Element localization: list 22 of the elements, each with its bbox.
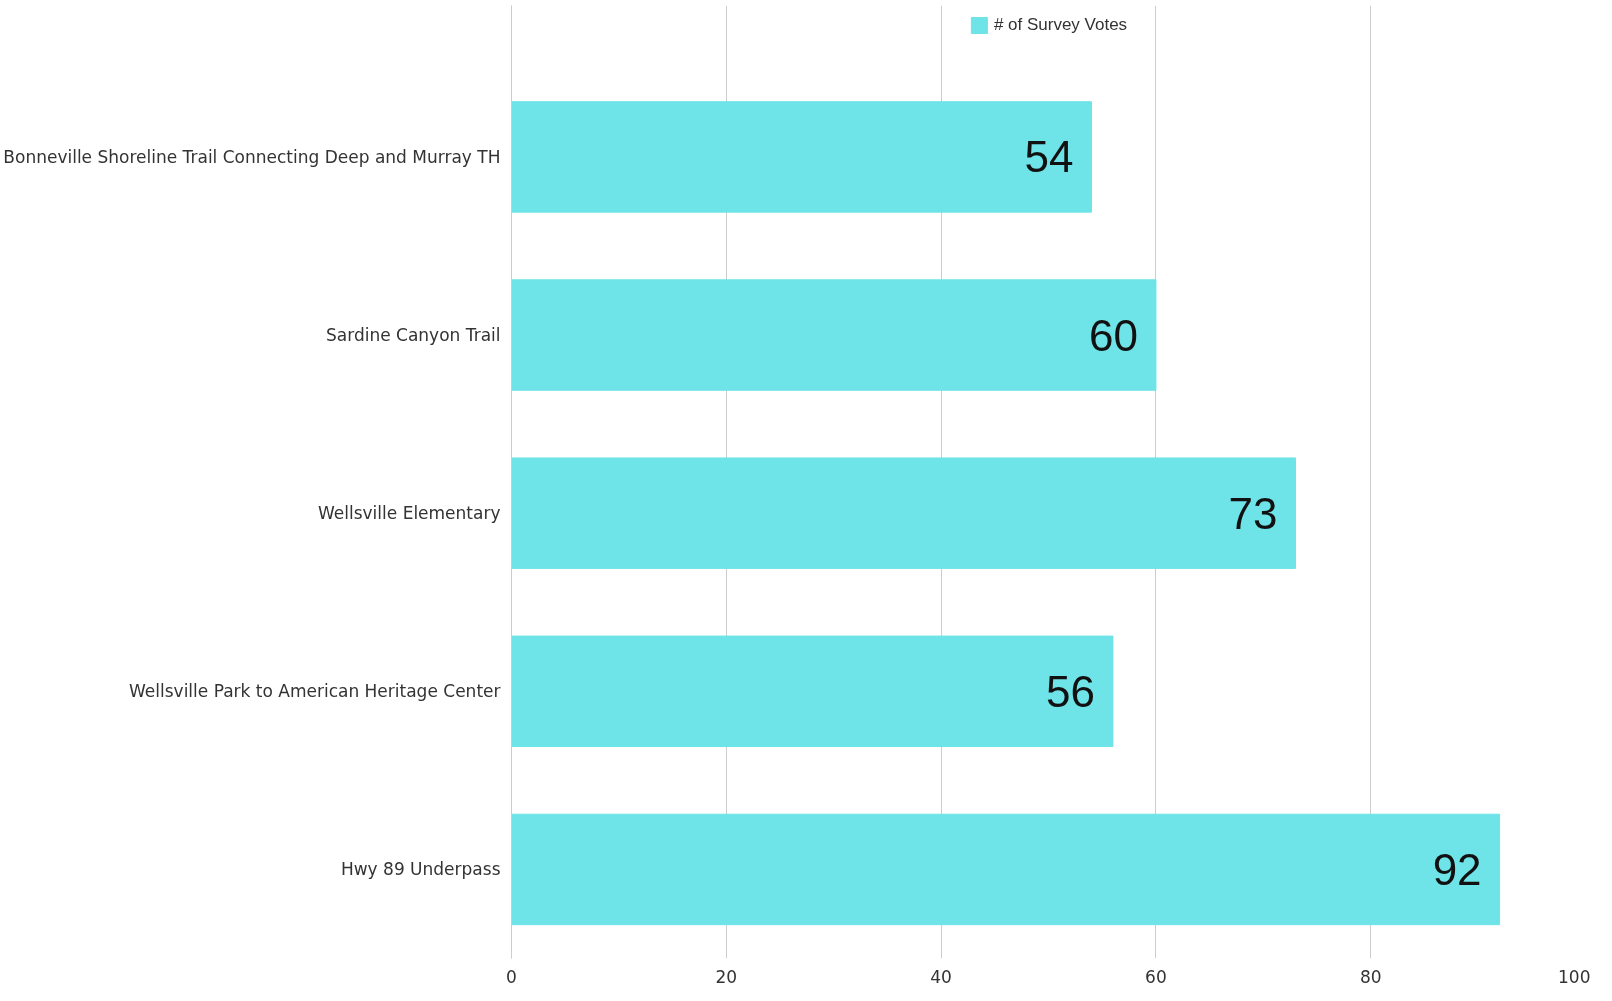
x-tick-label: 0: [506, 966, 517, 987]
bar: [511, 635, 1114, 748]
x-tick-label: 40: [930, 966, 952, 987]
bar: [511, 279, 1157, 391]
y-tick-label: Wellsville Elementary: [317, 503, 501, 524]
x-tick-label: 80: [1359, 966, 1382, 987]
data-label: 54: [1024, 132, 1074, 182]
legend-label: # of Survey Votes: [993, 15, 1128, 35]
bar: [511, 813, 1501, 926]
data-label: 92: [1432, 844, 1482, 894]
data-label: 60: [1088, 310, 1138, 360]
x-tick-label: 60: [1145, 966, 1167, 987]
bar: [511, 101, 1092, 213]
y-tick-label: Bonneville Shoreline Trail Connecting Deep and Murray TH: [3, 146, 501, 167]
bar: [511, 457, 1297, 569]
x-tick-label: 100: [1558, 966, 1591, 987]
y-tick-label: Hwy 89 Underpass: [340, 859, 501, 880]
y-tick-label: Wellsville Park to American Heritage Center: [129, 681, 501, 702]
data-label: 56: [1046, 666, 1095, 716]
data-label: 73: [1228, 488, 1278, 538]
x-tick-label: 20: [715, 966, 738, 987]
y-tick-label: Sardine Canyon Trail: [326, 325, 501, 346]
